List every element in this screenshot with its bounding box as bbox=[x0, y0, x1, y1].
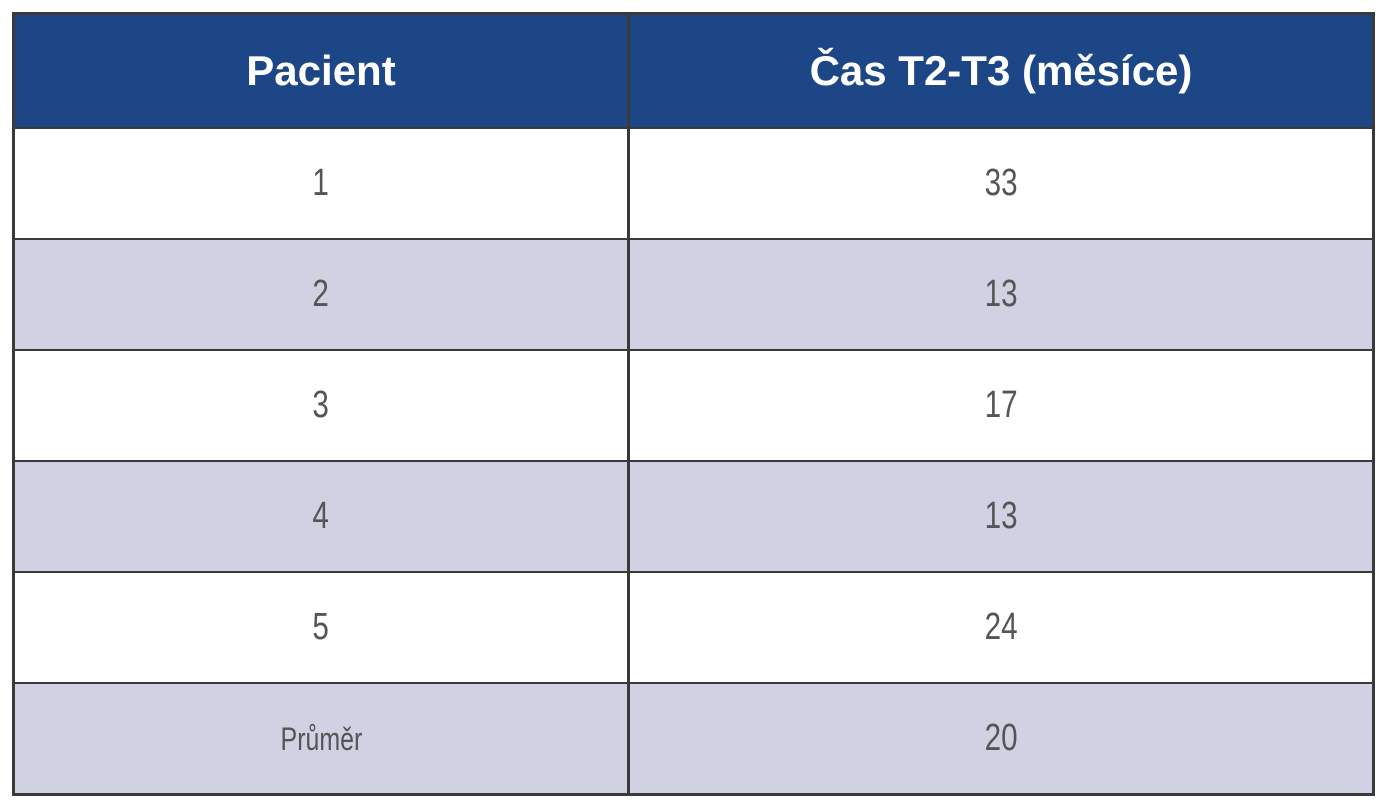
table-row: 3 17 bbox=[13, 349, 1375, 461]
table-cell: 3 bbox=[13, 349, 630, 461]
table-cell: Průměr bbox=[13, 682, 630, 795]
cell-text: Průměr bbox=[280, 721, 362, 757]
cell-text: 17 bbox=[984, 384, 1018, 426]
table-cell: 20 bbox=[628, 682, 1375, 795]
table-row: Průměr 20 bbox=[13, 682, 1375, 795]
table-cell: 13 bbox=[628, 238, 1375, 350]
table-row: 4 13 bbox=[13, 460, 1375, 572]
cell-text: 20 bbox=[984, 717, 1018, 759]
header-cell: Pacient bbox=[13, 13, 630, 128]
table-row: 5 24 bbox=[13, 571, 1375, 683]
cell-text: 3 bbox=[312, 384, 330, 426]
cell-text: 33 bbox=[984, 162, 1018, 204]
table-cell: 1 bbox=[13, 127, 630, 239]
table-cell: 17 bbox=[628, 349, 1375, 461]
table-row: 2 13 bbox=[13, 238, 1375, 350]
table-cell: 4 bbox=[13, 460, 630, 572]
table-cell: 5 bbox=[13, 571, 630, 683]
data-table: Pacient Čas T2-T3 (měsíce) 1 33 2 13 3 17 4 13 5 2… bbox=[12, 12, 1375, 796]
table-cell: 24 bbox=[628, 571, 1375, 683]
cell-text: 5 bbox=[312, 606, 330, 648]
header-cell: Čas T2-T3 (měsíce) bbox=[628, 13, 1375, 128]
table-cell: 13 bbox=[628, 460, 1375, 572]
cell-text: 4 bbox=[312, 495, 330, 537]
cell-text: 1 bbox=[312, 162, 330, 204]
cell-text: 2 bbox=[312, 273, 330, 315]
cell-text: 13 bbox=[984, 273, 1018, 315]
cell-text: 24 bbox=[984, 606, 1018, 648]
header-row: Pacient Čas T2-T3 (měsíce) bbox=[13, 13, 1375, 128]
table-cell: 2 bbox=[13, 238, 630, 350]
cell-text: 13 bbox=[984, 495, 1018, 537]
table-row: 1 33 bbox=[13, 127, 1375, 239]
table-cell: 33 bbox=[628, 127, 1375, 239]
